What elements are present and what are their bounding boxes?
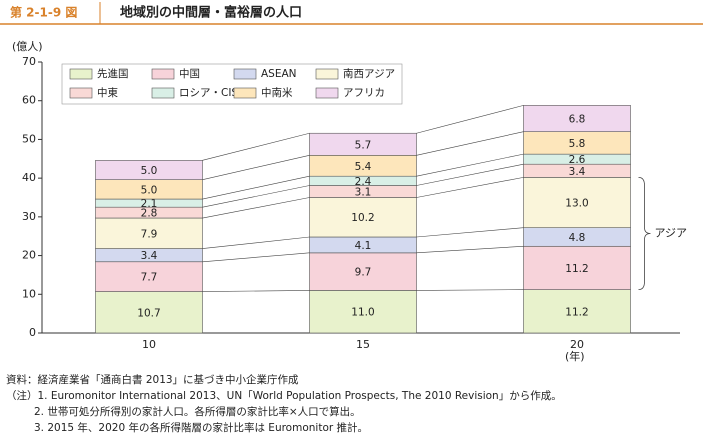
y-tick-label: 70 [22, 55, 36, 68]
annotation: アジア [655, 227, 688, 240]
bar-segment [523, 105, 631, 132]
legend-label: アフリカ [343, 87, 385, 99]
legend-label: 中国 [179, 67, 200, 80]
value-label: 3.4 [141, 250, 158, 262]
bar-segment [309, 132, 417, 156]
legend-swatch [69, 87, 93, 99]
y-tick-label: 30 [22, 210, 36, 223]
value-label: 10.2 [351, 212, 374, 224]
y-tick-label: 20 [22, 249, 36, 262]
value-label: 2.4 [355, 176, 372, 188]
connector [202, 236, 310, 249]
bar-segment [95, 217, 203, 249]
y-tick-label: 60 [22, 94, 36, 107]
legend-swatch [233, 68, 257, 80]
legend-box [61, 63, 403, 105]
value-label: 2.6 [569, 154, 586, 166]
x-tick-label: 10 [142, 338, 156, 351]
y-tick-label: 10 [22, 287, 36, 300]
note: （注）1. Euromonitor International 2013、UN「… [6, 389, 562, 402]
value-label: 10.7 [137, 307, 160, 319]
value-label: 4.1 [355, 240, 372, 252]
connector [202, 185, 310, 208]
value-label: 6.8 [569, 114, 586, 126]
bar-segment [95, 291, 203, 334]
value-label: 5.8 [569, 138, 586, 150]
legend-label: 中東 [97, 86, 118, 99]
connector [416, 131, 524, 156]
legend-swatch [151, 68, 175, 80]
x-unit: (年) [565, 349, 585, 363]
y-unit: (億人) [12, 40, 43, 53]
value-label: 5.0 [141, 184, 158, 196]
value-label: 11.0 [351, 307, 374, 319]
bar-segment [523, 177, 631, 228]
connector [416, 245, 524, 254]
connector [416, 105, 524, 134]
value-label: 7.7 [141, 272, 158, 284]
value-label: 11.2 [565, 263, 588, 275]
bar-segment [95, 160, 203, 180]
connector [416, 163, 524, 186]
value-label: 11.2 [565, 306, 588, 318]
note: 3. 2015 年、2020 年の各所得階層の家計比率は Euromonitor… [34, 421, 368, 434]
x-tick-label: 15 [356, 338, 370, 351]
connector [416, 289, 524, 291]
value-label: 5.4 [355, 161, 372, 173]
bar-segment [523, 245, 631, 290]
value-label: 13.0 [565, 198, 588, 210]
bar-segment [309, 197, 417, 238]
connector [416, 177, 524, 198]
y-tick-label: 50 [22, 132, 36, 145]
y-tick-label: 0 [29, 326, 36, 339]
legend-swatch [233, 87, 257, 99]
note: 資料：経済産業省「通商白書 2013」に基づき中小企業庁作成 [6, 373, 299, 386]
connector [202, 132, 310, 161]
chart-title: 地域別の中間層・富裕層の人口 [120, 5, 302, 21]
value-label: 9.7 [355, 267, 372, 279]
y-tick-label: 40 [22, 171, 36, 184]
connector [202, 290, 310, 292]
connector [202, 155, 310, 180]
connector [416, 153, 524, 177]
legend-swatch [151, 87, 175, 99]
bar-segment [309, 290, 417, 334]
bar-segment [309, 252, 417, 291]
value-label: 4.8 [569, 232, 586, 244]
legend-label: 先進国 [97, 68, 129, 80]
bar-segment [523, 289, 631, 334]
value-label: 3.4 [569, 166, 586, 178]
value-label: 2.8 [141, 208, 158, 220]
value-label: 5.7 [355, 139, 372, 151]
legend-label: 南西アジア [343, 67, 395, 80]
legend-label: 中南米 [261, 86, 293, 99]
value-label: 3.1 [355, 186, 372, 198]
value-label: 7.9 [141, 228, 158, 240]
value-label: 5.0 [141, 165, 158, 177]
brace [638, 176, 651, 291]
note: 2. 世帯可処分所得別の家計人口。各所得層の家計比率×人口で算出。 [34, 405, 361, 418]
legend-label: ASEAN [261, 68, 297, 80]
legend-swatch [315, 87, 339, 99]
legend-swatch [69, 68, 93, 80]
connector [416, 227, 524, 238]
x-tick-label: 20 [570, 338, 584, 351]
value-label: 2.1 [141, 198, 158, 210]
connector [202, 252, 310, 263]
connector [202, 197, 310, 219]
legend-swatch [315, 68, 339, 80]
connector [202, 175, 310, 200]
legend-label: ロシア・CIS [179, 87, 238, 99]
figure-number: 第 2-1-9 図 [10, 5, 77, 20]
